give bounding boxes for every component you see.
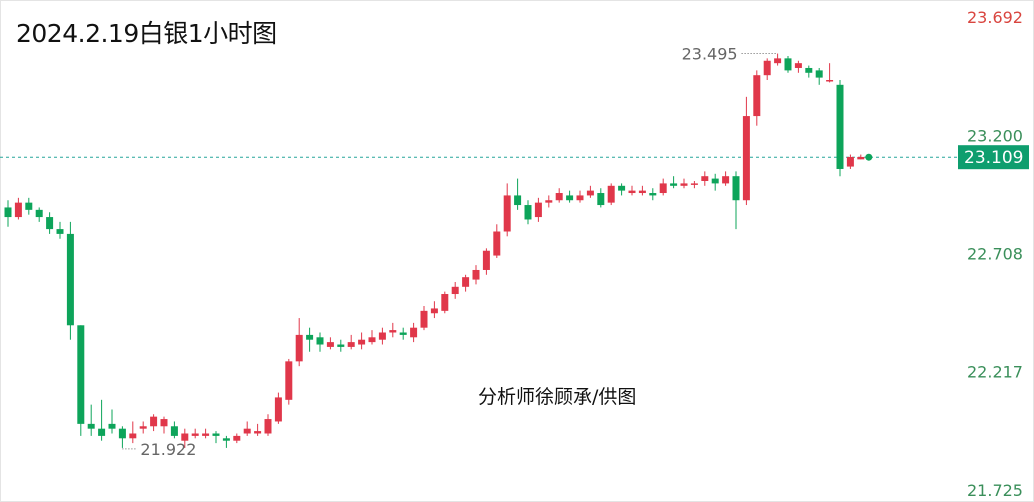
candle-body bbox=[690, 183, 698, 185]
candle-body bbox=[35, 209, 43, 218]
candle-body bbox=[139, 426, 147, 429]
candle-body bbox=[462, 277, 470, 287]
candle-body bbox=[732, 176, 740, 201]
chart-title: 2024.2.19白银1小时图 bbox=[16, 19, 277, 48]
candle-body bbox=[254, 431, 262, 434]
candle-body bbox=[191, 433, 199, 436]
candle-body bbox=[347, 342, 355, 347]
candle-body bbox=[524, 205, 532, 220]
candle-body bbox=[316, 337, 324, 345]
candle-body bbox=[160, 419, 168, 427]
candle-body bbox=[566, 195, 574, 201]
candle-body bbox=[774, 58, 782, 64]
candle-body bbox=[784, 58, 792, 71]
candle-body bbox=[607, 185, 615, 203]
candle-body bbox=[98, 428, 106, 436]
candle-body bbox=[586, 190, 594, 196]
candle-body bbox=[649, 193, 657, 196]
candle-body bbox=[503, 195, 511, 232]
candle-body bbox=[576, 195, 584, 201]
candle-body bbox=[56, 229, 64, 234]
candle-body bbox=[597, 193, 605, 206]
candle-body bbox=[150, 416, 158, 427]
candle-body bbox=[420, 310, 428, 328]
candle-body bbox=[399, 332, 407, 335]
candle-body bbox=[212, 433, 220, 436]
candle-body bbox=[295, 334, 303, 362]
candle-body bbox=[805, 67, 813, 73]
candle-body bbox=[222, 438, 230, 441]
candle-body bbox=[815, 70, 823, 78]
candle-body bbox=[846, 156, 854, 167]
candle-body bbox=[66, 233, 74, 326]
candle-body bbox=[794, 63, 802, 68]
candle-body bbox=[618, 185, 626, 191]
y-tick-label: 23.200 bbox=[967, 126, 1023, 145]
candle-body bbox=[534, 202, 542, 218]
candle-body bbox=[514, 195, 522, 206]
watermark-text: 分析师徐顾承/供图 bbox=[478, 386, 637, 408]
candle-body bbox=[430, 308, 438, 314]
candle-body bbox=[87, 423, 95, 429]
y-tick-label: 22.708 bbox=[967, 245, 1023, 264]
candle-body bbox=[46, 217, 54, 230]
candle-body bbox=[243, 428, 251, 434]
candle-body bbox=[701, 176, 709, 181]
candle-body bbox=[753, 75, 761, 117]
candle-body bbox=[722, 176, 730, 184]
candle-body bbox=[337, 344, 345, 347]
candle-body bbox=[659, 183, 667, 194]
candle-body bbox=[836, 84, 844, 169]
candle-body bbox=[4, 207, 12, 218]
y-tick-label: 22.217 bbox=[967, 363, 1023, 382]
candle-body bbox=[638, 190, 646, 194]
candle-body bbox=[378, 332, 386, 340]
candle-body bbox=[358, 339, 366, 345]
low-annotation-label: 21.922 bbox=[140, 440, 196, 459]
current-price-tag bbox=[958, 145, 1029, 170]
candle-body bbox=[118, 428, 126, 439]
candle-body bbox=[202, 433, 210, 436]
candle-body bbox=[181, 433, 189, 441]
candle-body bbox=[368, 337, 376, 343]
candle-body bbox=[680, 183, 688, 186]
current-price-label: 23.109 bbox=[964, 148, 1023, 168]
candle-body bbox=[77, 325, 85, 424]
candle-body bbox=[14, 202, 22, 218]
candle-body bbox=[264, 419, 272, 434]
candle-body bbox=[555, 193, 563, 201]
candle-body bbox=[763, 60, 771, 76]
live-price-dot bbox=[865, 153, 873, 161]
candle-body bbox=[670, 183, 678, 186]
candle-body bbox=[129, 433, 137, 439]
candle-body bbox=[25, 202, 33, 210]
candle-body bbox=[482, 250, 490, 270]
candle-body bbox=[108, 423, 116, 429]
y-tick-label: 23.692 bbox=[967, 8, 1023, 27]
candle-body bbox=[472, 269, 480, 280]
candle-body bbox=[274, 397, 282, 422]
y-tick-label: 21.725 bbox=[967, 481, 1023, 500]
candle-body bbox=[410, 327, 418, 338]
candle-body bbox=[326, 342, 334, 347]
candle-body bbox=[451, 286, 459, 295]
candle-body bbox=[285, 361, 293, 400]
candle-body bbox=[493, 231, 501, 256]
candle-body bbox=[441, 294, 449, 311]
candle-body bbox=[233, 435, 241, 441]
candle-body bbox=[628, 190, 636, 194]
high-annotation-label: 23.495 bbox=[682, 45, 738, 64]
candle-body bbox=[306, 334, 314, 340]
candle-body bbox=[389, 330, 397, 333]
candle-body bbox=[170, 426, 178, 436]
candle-body bbox=[857, 156, 865, 160]
candle-body bbox=[742, 116, 750, 201]
candle-body bbox=[826, 80, 834, 82]
candle-body bbox=[545, 200, 553, 203]
candle-body bbox=[711, 178, 719, 184]
